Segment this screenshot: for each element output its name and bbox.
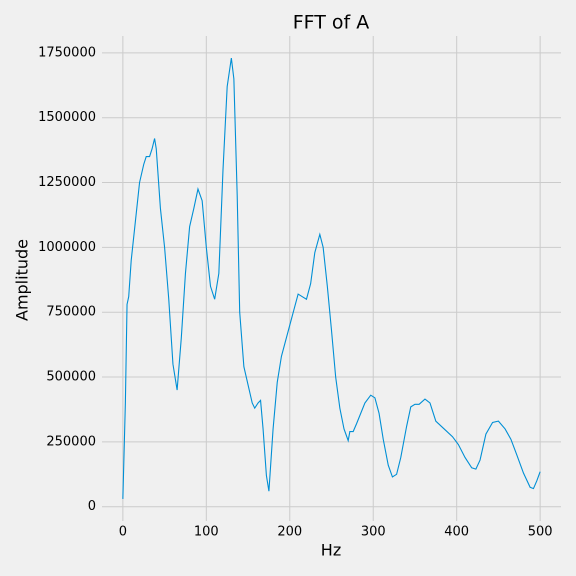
y-tick-label: 500000	[46, 370, 96, 385]
x-tick-label: 0	[119, 525, 127, 540]
chart-title: FFT of A	[293, 12, 370, 34]
x-tick-label: 200	[277, 525, 302, 540]
x-tick-label: 100	[194, 525, 219, 540]
y-tick-label: 250000	[46, 434, 96, 449]
y-tick-label: 1000000	[38, 240, 96, 255]
x-tick-label: 500	[528, 525, 553, 540]
y-tick-label: 1500000	[38, 110, 96, 125]
line	[122, 57, 541, 499]
y-tick-label: 1750000	[38, 45, 96, 60]
x-tick-label: 300	[361, 525, 386, 540]
y-axis-label: Amplitude	[13, 239, 32, 321]
x-tick-label: 400	[444, 525, 469, 540]
y-tick-label: 750000	[46, 305, 96, 320]
y-tick-label: 0	[88, 499, 96, 514]
x-axis-label: Hz	[321, 541, 341, 560]
y-tick-label: 1250000	[38, 175, 96, 190]
